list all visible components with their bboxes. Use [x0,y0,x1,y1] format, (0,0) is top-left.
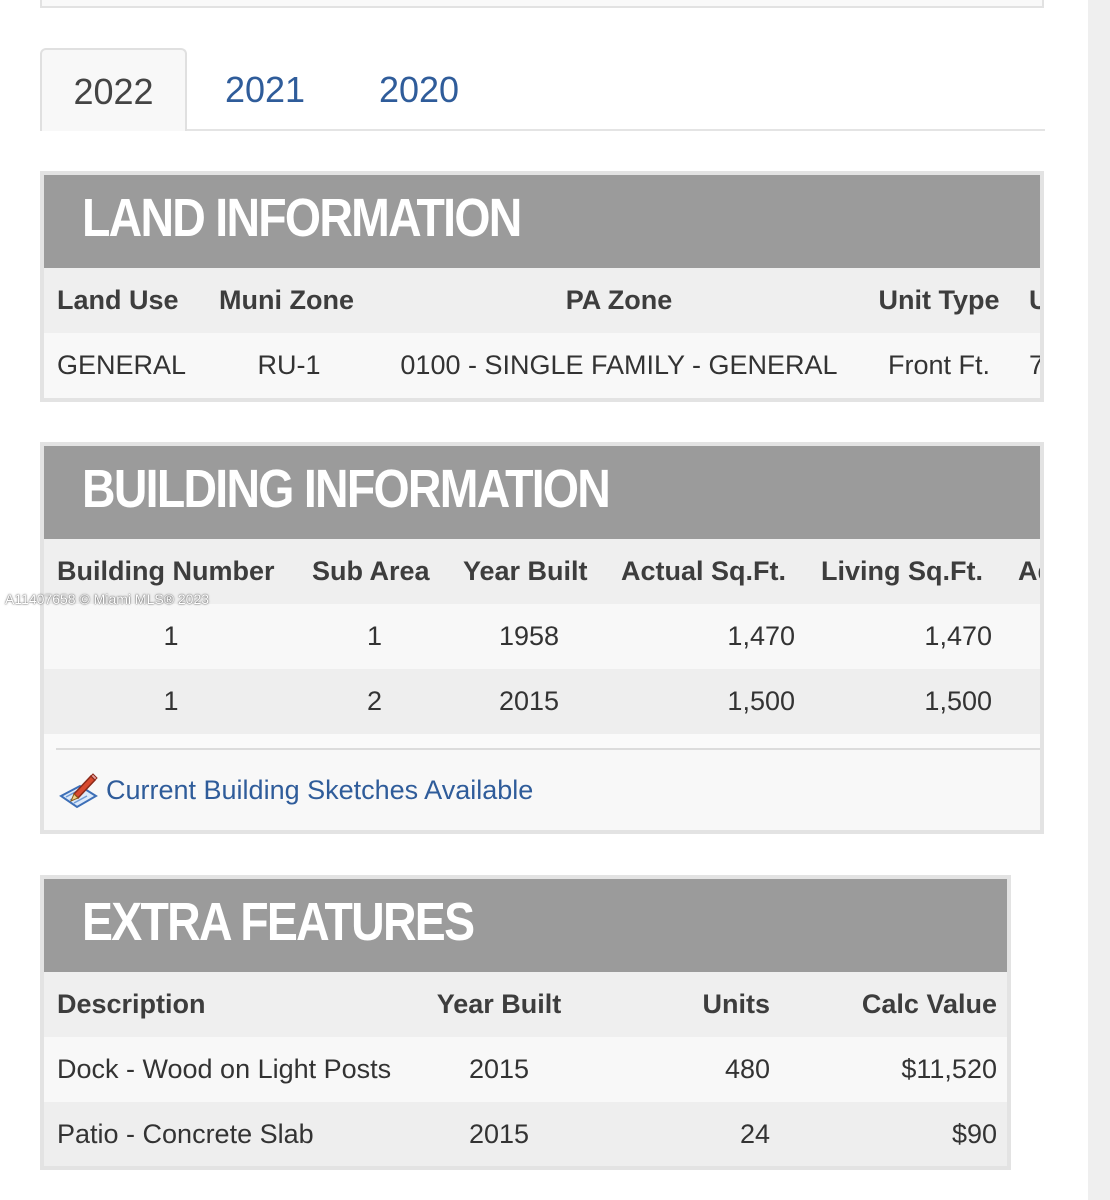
land-table-header-row: Land Use Muni Zone PA Zone Unit Type U [44,268,1040,333]
land-table-row: GENERAL RU-1 0100 - SINGLE FAMILY - GENE… [44,333,1040,398]
extra-table-row: Patio - Concrete Slab 2015 24 $90 [44,1102,1007,1166]
mls-watermark: A11407658 © Miami MLS® 2023 [5,591,210,607]
land-use-value: GENERAL [57,350,187,380]
col-units-truncated: U [1029,268,1040,333]
year-built: 2015 [498,686,560,716]
building-information-header: BUILDING INFORMATION [44,446,1040,539]
col-pa-zone: PA Zone [565,285,673,315]
extra-features-header: EXTRA FEATURES [44,879,1007,972]
col-description: Description [57,989,206,1019]
col-sub-area: Sub Area [312,556,430,586]
col-year-built: Year Built [436,989,562,1019]
living-sqft: 1,470 [924,621,992,651]
feature-year-built: 2015 [468,1119,530,1149]
building-information-panel: BUILDING INFORMATION Building Number Sub… [40,442,1044,834]
tab-underline [40,129,1045,131]
feature-units: 24 [739,1119,770,1149]
living-sqft: 1,500 [924,686,992,716]
land-information-panel: LAND INFORMATION Land Use Muni Zone PA Z… [40,171,1044,402]
building-number: 1 [163,686,179,716]
building-number: 1 [163,621,179,651]
col-calc-value: Calc Value [861,989,997,1019]
year-built: 1958 [498,621,560,651]
tab-2021[interactable]: 2021 [224,69,306,110]
col-living-sqft: Living Sq.Ft. [821,556,983,586]
unit-type-value: Front Ft. [887,350,990,380]
building-table-row: 1 2 2015 1,500 1,500 [44,669,1040,734]
tab-2022[interactable]: 2022 [40,48,187,131]
right-scroll-gutter [1088,0,1110,1200]
feature-description: Patio - Concrete Slab [57,1119,314,1149]
feature-description: Dock - Wood on Light Posts [57,1054,392,1084]
land-information-header: LAND INFORMATION [44,175,1040,268]
building-table-header-row: Building Number Sub Area Year Built Actu… [44,539,1040,604]
muni-zone-value: RU-1 [257,350,321,380]
feature-units: 480 [724,1054,770,1084]
extra-features-title: EXTRA FEATURES [82,892,475,952]
land-information-title: LAND INFORMATION [82,188,522,248]
feature-year-built: 2015 [468,1054,530,1084]
feature-calc-value: $90 [951,1119,997,1149]
sub-area: 2 [366,686,383,716]
pa-zone-value: 0100 - SINGLE FAMILY - GENERAL [400,350,838,380]
col-land-use: Land Use [57,285,179,315]
actual-sqft: 1,470 [727,621,795,651]
col-muni-zone: Muni Zone [219,285,354,315]
sketch-divider [56,748,1040,750]
current-building-sketches-link[interactable]: Current Building Sketches Available [106,775,534,805]
sketch-pencil-icon[interactable] [58,772,98,812]
previous-panel-bottom [40,0,1044,8]
tab-2020[interactable]: 2020 [378,69,460,110]
col-actual-sqft: Actual Sq.Ft. [621,556,787,586]
building-table-row: 1 1 1958 1,470 1,470 [44,604,1040,669]
building-sketch-row: Current Building Sketches Available [44,750,1040,830]
col-units: Units [702,989,771,1019]
actual-sqft: 1,500 [727,686,795,716]
extra-features-panel: EXTRA FEATURES Description Year Built Un… [40,875,1011,1170]
col-unit-type: Unit Type [878,285,1000,315]
units-value-truncated: 7 [1029,350,1044,380]
sub-area: 1 [366,621,383,651]
extra-table-header-row: Description Year Built Units Calc Value [44,972,1007,1037]
feature-calc-value: $11,520 [901,1054,997,1084]
building-information-title: BUILDING INFORMATION [82,459,611,519]
col-adjusted-truncated: Ad [1018,556,1040,586]
year-tabs: 2022 2021 2020 [40,48,1045,131]
extra-table-row: Dock - Wood on Light Posts 2015 480 $11,… [44,1037,1007,1102]
col-year-built: Year Built [463,556,588,586]
col-building-number: Building Number [57,556,275,586]
